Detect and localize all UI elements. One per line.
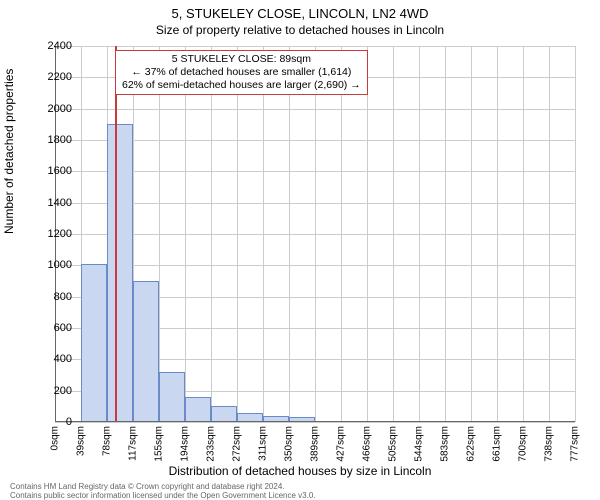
x-tick-label: 661sqm [492, 426, 503, 462]
gridline-v [315, 46, 316, 422]
footer-attribution: Contains HM Land Registry data © Crown c… [10, 482, 316, 500]
x-tick-label: 544sqm [414, 426, 425, 462]
x-tick-label: 194sqm [180, 426, 191, 462]
x-tick-label: 39sqm [76, 426, 87, 456]
annotation-line1: 5 STUKELEY CLOSE: 89sqm [122, 53, 361, 66]
x-tick-label: 233sqm [206, 426, 217, 462]
gridline-v [575, 46, 576, 422]
y-tick-label: 600 [32, 322, 72, 334]
x-tick-label: 389sqm [310, 426, 321, 462]
histogram-bar [107, 124, 133, 422]
histogram-chart: 5 STUKELEY CLOSE: 89sqm← 37% of detached… [55, 46, 575, 422]
x-tick-label: 78sqm [102, 426, 113, 456]
y-axis-label: Number of detached properties [2, 69, 16, 234]
gridline-v [237, 46, 238, 422]
x-tick-label: 272sqm [232, 426, 243, 462]
y-tick-label: 200 [32, 385, 72, 397]
gridline-v [445, 46, 446, 422]
y-tick-label: 2200 [32, 71, 72, 83]
histogram-bar [185, 397, 211, 422]
y-tick-label: 1400 [32, 197, 72, 209]
annotation-line2: ← 37% of detached houses are smaller (1,… [122, 66, 361, 79]
histogram-bar [159, 372, 185, 422]
x-tick-label: 583sqm [440, 426, 451, 462]
gridline-v [471, 46, 472, 422]
y-tick-label: 1800 [32, 134, 72, 146]
x-tick-label: 505sqm [388, 426, 399, 462]
x-tick-label: 117sqm [128, 426, 139, 461]
plot-area: 5 STUKELEY CLOSE: 89sqm← 37% of detached… [55, 46, 575, 422]
gridline-v [497, 46, 498, 422]
x-axis-label: Distribution of detached houses by size … [0, 464, 600, 478]
page-title-line1: 5, STUKELEY CLOSE, LINCOLN, LN2 4WD [0, 0, 600, 21]
footer-line2: Contains public sector information licen… [10, 491, 316, 500]
x-tick-label: 700sqm [518, 426, 529, 462]
page-title-line2: Size of property relative to detached ho… [0, 21, 600, 37]
x-tick-label: 155sqm [154, 426, 165, 462]
gridline-v [159, 46, 160, 422]
x-tick-label: 350sqm [284, 426, 295, 462]
gridline-v [211, 46, 212, 422]
x-tick-label: 777sqm [570, 426, 581, 462]
histogram-bar [81, 264, 107, 422]
histogram-bar [211, 406, 237, 422]
gridline-v [549, 46, 550, 422]
x-tick-label: 622sqm [466, 426, 477, 462]
histogram-bar [133, 281, 159, 422]
y-tick-label: 400 [32, 353, 72, 365]
histogram-bar [237, 413, 263, 422]
annotation-box: 5 STUKELEY CLOSE: 89sqm← 37% of detached… [115, 50, 368, 95]
gridline-v [367, 46, 368, 422]
y-tick-label: 1000 [32, 259, 72, 271]
gridline-v [341, 46, 342, 422]
gridline-v [263, 46, 264, 422]
gridline-v [289, 46, 290, 422]
histogram-bar [289, 417, 315, 422]
x-tick-label: 738sqm [544, 426, 555, 462]
y-tick-label: 1600 [32, 165, 72, 177]
gridline-v [393, 46, 394, 422]
property-marker-line [115, 46, 117, 422]
footer-line1: Contains HM Land Registry data © Crown c… [10, 482, 316, 491]
x-tick-label: 466sqm [362, 426, 373, 462]
gridline-v [523, 46, 524, 422]
y-tick-label: 1200 [32, 228, 72, 240]
gridline-v [419, 46, 420, 422]
gridline-h [55, 422, 575, 423]
histogram-bar [263, 416, 289, 422]
gridline-v [185, 46, 186, 422]
x-tick-label: 427sqm [336, 426, 347, 462]
y-tick-label: 800 [32, 291, 72, 303]
y-tick-label: 2000 [32, 103, 72, 115]
x-tick-label: 311sqm [258, 426, 269, 461]
x-tick-label: 0sqm [50, 426, 61, 450]
annotation-line3: 62% of semi-detached houses are larger (… [122, 79, 361, 92]
y-tick-label: 2400 [32, 40, 72, 52]
